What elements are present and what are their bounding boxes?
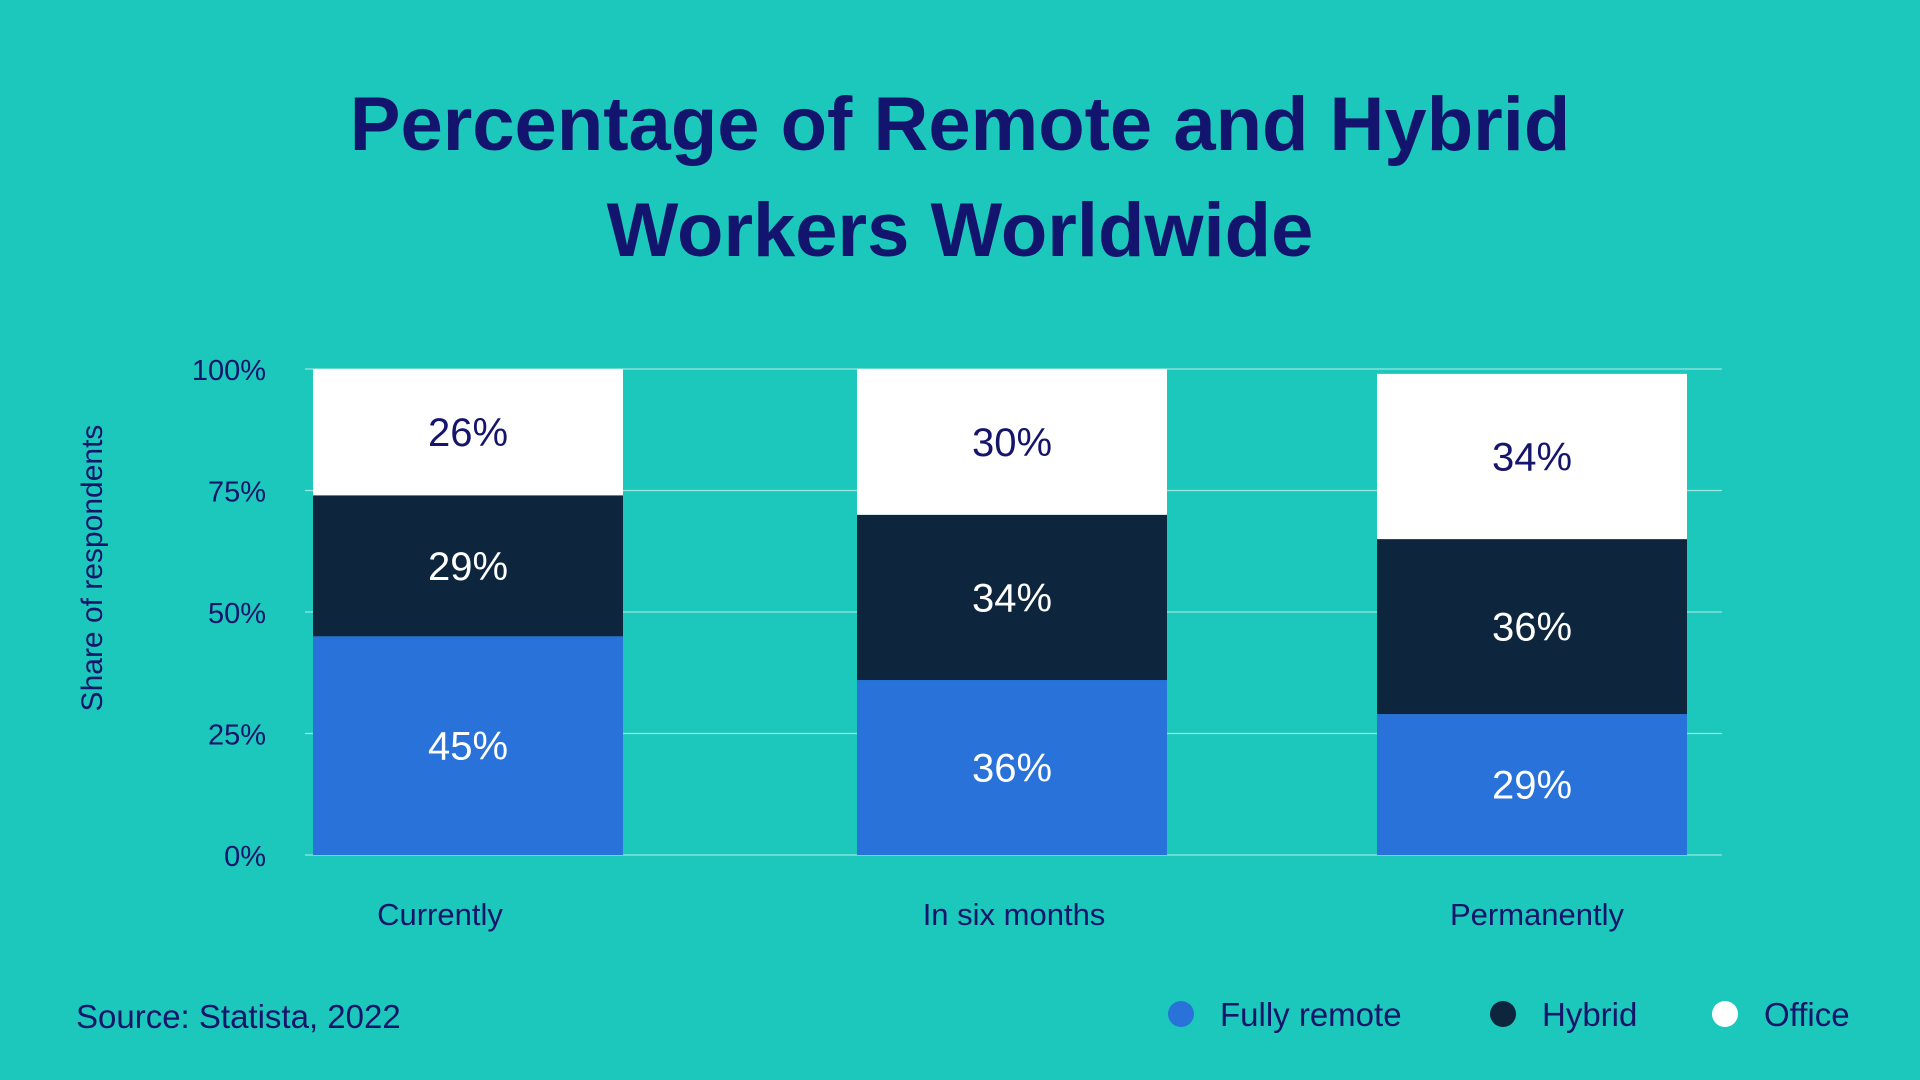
bar-segment-office <box>1377 373 1687 540</box>
y-tick-label: 50% <box>208 598 266 630</box>
bar-segment-hybrid <box>313 495 623 637</box>
data-label-fully-remote: 45% <box>428 725 508 769</box>
x-category-label: Currently <box>377 897 503 932</box>
bar-segment-office <box>313 369 623 496</box>
chart-title-line-1: Percentage of Remote and Hybrid <box>349 82 1571 167</box>
x-category-label: In six months <box>923 897 1106 932</box>
bar-segment-hybrid <box>1377 539 1687 715</box>
bar-segment-fully-remote <box>857 680 1167 855</box>
chart-title: Percentage of Remote and Hybrid Workers … <box>0 72 1920 284</box>
bar-segment-office <box>857 369 1167 515</box>
bar-segment-fully-remote <box>313 636 623 855</box>
data-label-fully-remote: 36% <box>972 747 1052 791</box>
bar-segment-hybrid <box>857 514 1167 681</box>
data-label-hybrid: 36% <box>1492 606 1572 650</box>
legend-swatch-hybrid <box>1490 1001 1516 1027</box>
y-tick-label: 100% <box>192 355 266 387</box>
y-tick-label: 25% <box>208 720 266 752</box>
x-category-label: Permanently <box>1450 897 1625 932</box>
data-label-office: 26% <box>428 411 508 455</box>
legend-label-fully-remote: Fully remote <box>1220 996 1402 1033</box>
data-label-office: 34% <box>1492 435 1572 479</box>
source-note: Source: Statista, 2022 <box>76 998 401 1035</box>
data-label-hybrid: 34% <box>972 576 1052 620</box>
y-tick-label: 0% <box>224 841 266 873</box>
data-label-hybrid: 29% <box>428 545 508 589</box>
data-label-office: 30% <box>972 421 1052 465</box>
legend-label-office: Office <box>1764 996 1850 1033</box>
legend-swatch-fully-remote <box>1168 1001 1194 1027</box>
y-axis-label: Share of respondents <box>76 425 109 712</box>
chart-title-line-2: Workers Worldwide <box>606 188 1314 273</box>
bar-segment-fully-remote <box>1377 714 1687 855</box>
legend-swatch-office <box>1712 1001 1738 1027</box>
data-label-fully-remote: 29% <box>1492 764 1572 808</box>
legend-label-hybrid: Hybrid <box>1542 996 1638 1033</box>
y-tick-label: 75% <box>208 477 266 509</box>
